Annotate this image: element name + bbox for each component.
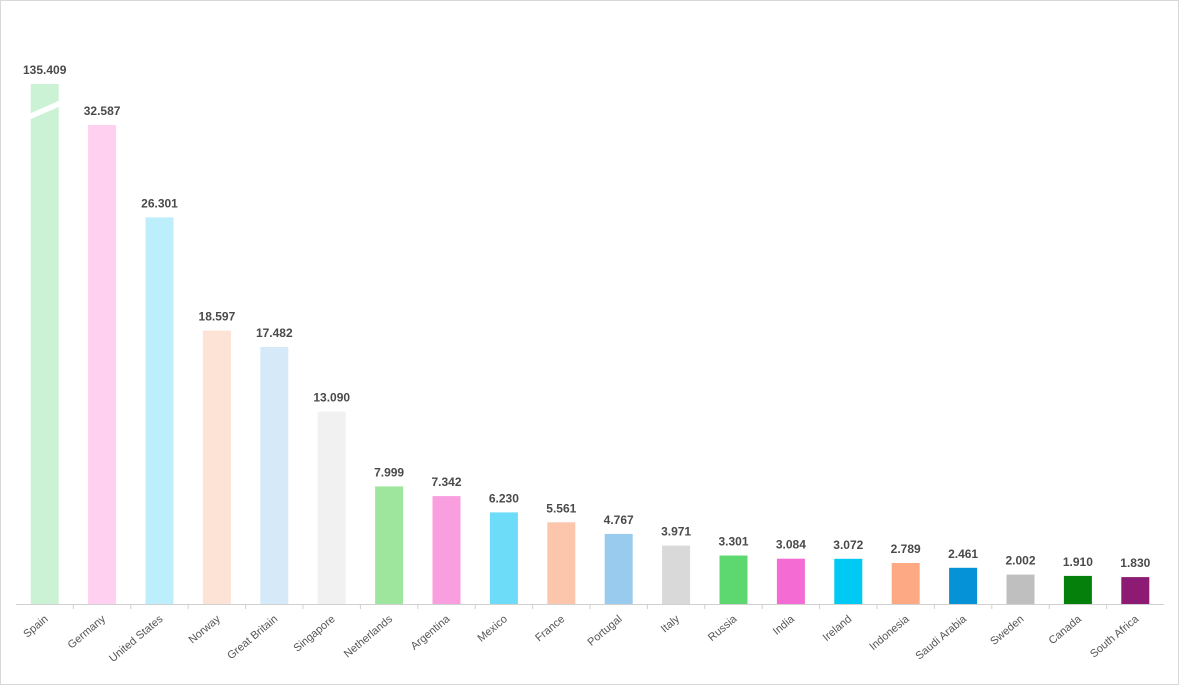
- bar-ireland: [834, 558, 863, 604]
- bar-russia: [719, 555, 748, 604]
- value-label: 7.999: [374, 465, 404, 479]
- category-label: Spain: [21, 613, 50, 640]
- category-label: Portugal: [586, 613, 625, 649]
- bar-canada: [1063, 575, 1092, 604]
- value-labels-group: 135.409 32.587 26.301 18.597 17.482 13.090 7.9…: [23, 63, 1151, 570]
- category-label: Italy: [659, 613, 683, 635]
- bar-south-africa: [1121, 577, 1150, 604]
- value-label: 17.482: [256, 326, 293, 340]
- category-label: Saudi Arabia: [914, 613, 970, 663]
- bar-argentina: [432, 496, 461, 604]
- value-label: 4.767: [604, 513, 634, 527]
- category-label: Argentina: [409, 613, 453, 653]
- category-label: Sweden: [988, 613, 1026, 648]
- category-label: Indonesia: [867, 613, 912, 653]
- bar-netherlands: [375, 486, 404, 604]
- bar-united-states: [145, 217, 174, 604]
- axis-break-marker: [28, 100, 61, 120]
- category-label: Mexico: [475, 613, 509, 645]
- value-label: 2.461: [948, 547, 978, 561]
- bar-great-britain: [260, 347, 289, 604]
- value-label: 2.789: [891, 542, 921, 556]
- value-label: 1.910: [1063, 555, 1093, 569]
- value-label: 3.084: [776, 538, 806, 552]
- bars-group: [28, 84, 1150, 604]
- bar-italy: [662, 545, 691, 604]
- value-label: 1.830: [1120, 556, 1150, 570]
- value-label: 3.072: [833, 538, 863, 552]
- bar-sweden: [1006, 574, 1035, 604]
- value-label: 18.597: [199, 310, 236, 324]
- value-label: 135.409: [23, 63, 67, 77]
- category-label: Canada: [1047, 613, 1085, 648]
- value-label: 7.342: [431, 475, 461, 489]
- bar-india: [776, 558, 805, 604]
- category-label: South Africa: [1088, 613, 1142, 661]
- category-label: Great Britain: [225, 613, 280, 662]
- value-label: 32.587: [84, 104, 121, 118]
- value-label: 2.002: [1005, 554, 1035, 568]
- category-label: Singapore: [291, 613, 337, 654]
- bar-indonesia: [891, 563, 920, 604]
- category-label: Norway: [187, 613, 224, 646]
- bar-portugal: [604, 533, 633, 604]
- category-label: India: [771, 613, 798, 638]
- value-label: 3.971: [661, 525, 691, 539]
- category-label: Ireland: [821, 613, 854, 644]
- category-label: United States: [107, 613, 166, 665]
- value-label: 6.230: [489, 491, 519, 505]
- category-label: Russia: [706, 613, 740, 644]
- bar-france: [547, 522, 576, 604]
- bar-singapore: [317, 411, 346, 604]
- value-label: 5.561: [546, 501, 576, 515]
- category-label: France: [533, 613, 567, 644]
- bar-mexico: [489, 512, 518, 604]
- category-labels-group: Spain Germany United States Norway Great Bri…: [21, 613, 1142, 665]
- x-axis-ticks: [72, 604, 1108, 609]
- category-label: Germany: [66, 613, 109, 652]
- bar-norway: [202, 330, 231, 604]
- bar-spain: [30, 84, 59, 604]
- category-label: Netherlands: [342, 613, 396, 661]
- bar-saudi-arabia: [949, 567, 978, 604]
- value-label: 13.090: [313, 391, 350, 405]
- bar-germany: [88, 125, 117, 604]
- value-label: 26.301: [141, 196, 178, 210]
- value-label: 3.301: [718, 535, 748, 549]
